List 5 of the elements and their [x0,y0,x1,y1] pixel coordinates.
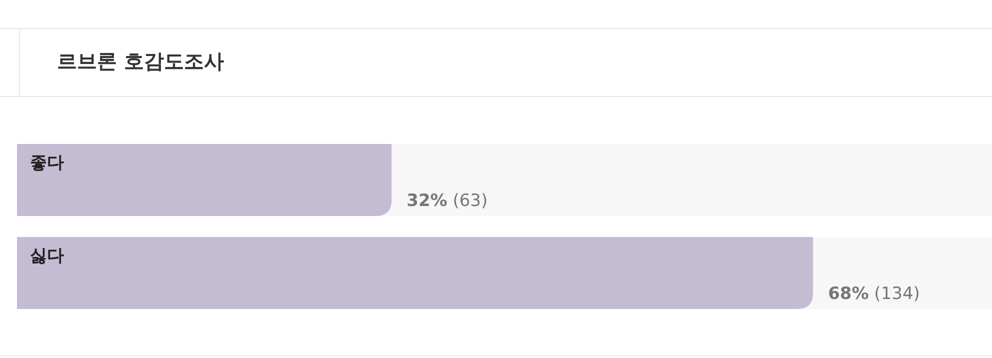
data-label: 32% (63) [406,191,488,211]
y-tick-label: 싫다 [30,246,64,266]
y-tick-label: 좋다 [30,153,64,173]
data-label: 68% (134) [828,284,920,304]
title: 르브론 호감도조사 [57,49,224,73]
